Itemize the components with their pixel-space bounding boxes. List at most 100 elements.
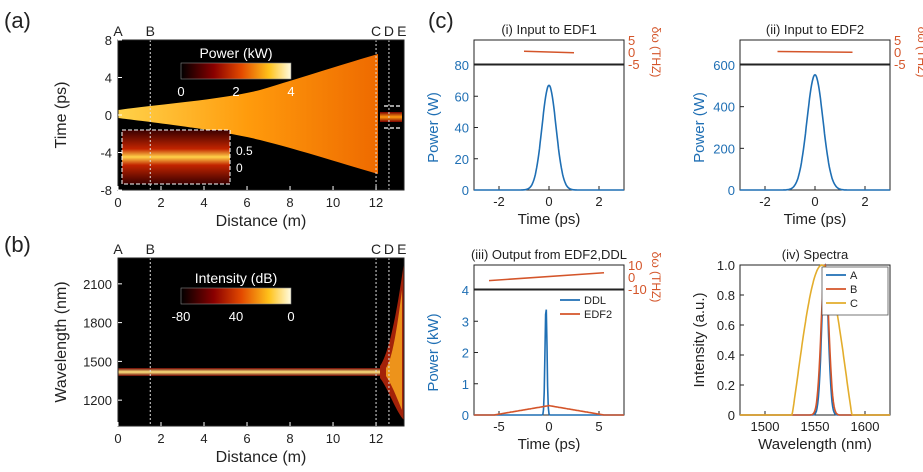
marker-label-D: D xyxy=(384,23,394,39)
y-axis-label: Time (ps) xyxy=(53,82,70,149)
subplot-title: (iv) Spectra xyxy=(782,247,849,262)
legend-label: DDL xyxy=(584,295,606,307)
y-tick-label: 1 xyxy=(462,377,469,392)
colorbar-power xyxy=(180,62,292,80)
marker-label-E: E xyxy=(397,23,406,39)
y-tick-label: 0 xyxy=(462,183,469,198)
panel-b-frame xyxy=(117,257,405,427)
spectrum-broadening-core xyxy=(386,290,402,410)
x-tick-label: -5 xyxy=(493,419,505,434)
x-tick-label: 10 xyxy=(326,195,340,210)
x-tick-label: 0 xyxy=(114,195,121,210)
y-tick-label: 1.0 xyxy=(717,258,735,273)
series-C-line xyxy=(740,264,890,416)
y-tick-label: 4 xyxy=(462,283,469,298)
colorbar-intensity-tick-0: -80 xyxy=(172,309,191,324)
y-tick-label: 0.6 xyxy=(717,318,735,333)
x-tick-label: 0 xyxy=(545,419,552,434)
x-axis-label: Distance (m) xyxy=(216,449,307,466)
marker-label-A: A xyxy=(113,241,123,257)
phase-frame xyxy=(473,264,625,290)
panel-c-iv: (iv) Spectra 1500 1550 1600 0 0.2 0.4 0.6 0.8 1.0… xyxy=(691,247,891,453)
right-tick-label: 10 xyxy=(628,258,642,273)
panel-b-background xyxy=(118,258,404,426)
x-tick-label: 12 xyxy=(369,195,383,210)
x-tick-label: 10 xyxy=(326,431,340,446)
y-tick-label: 0 xyxy=(728,408,735,423)
right-tick-label: 0 xyxy=(894,45,901,60)
y-tick-label: 2100 xyxy=(83,277,112,292)
x-tick-label: 4 xyxy=(200,195,207,210)
panel-c-ii: (ii) Input to EDF2 -2 0 2 0 200 400 600 Time (ps… xyxy=(691,22,923,228)
colorbar-intensity-tick-1: 40 xyxy=(229,309,243,324)
x-tick-label: 0 xyxy=(545,194,552,209)
x-tick-label: 6 xyxy=(243,195,250,210)
legend-label: C xyxy=(850,298,858,310)
right-tick-label: -10 xyxy=(628,282,647,297)
legend-label: A xyxy=(850,270,858,282)
marker-label-E: E xyxy=(397,241,406,257)
x-tick-label: 5 xyxy=(595,419,602,434)
x-axis-label: Time (ps) xyxy=(784,211,847,228)
colorbar-power-tick-1: 2 xyxy=(232,84,239,99)
y-tick-label: 40 xyxy=(455,121,469,136)
y-tick-label: 60 xyxy=(455,89,469,104)
marker-label-C: C xyxy=(371,23,381,39)
x-tick-label: 2 xyxy=(861,194,868,209)
series-gauss-line xyxy=(474,84,624,191)
colorbar-power-tick-0: 0 xyxy=(177,84,184,99)
pulse-evolution xyxy=(118,54,378,174)
x-tick-label: 1500 xyxy=(751,419,780,434)
panel-label-c: (c) xyxy=(428,8,454,33)
y-tick-label: 4 xyxy=(105,71,112,86)
phase-curve xyxy=(488,272,605,282)
subplot-title: (i) Input to EDF1 xyxy=(501,22,596,37)
x-tick-label: 1600 xyxy=(851,419,880,434)
phase-curve xyxy=(523,50,575,54)
x-tick-label: 0 xyxy=(811,194,818,209)
right-tick-label: 5 xyxy=(628,33,635,48)
right-axis-label: δω (THZ) xyxy=(915,27,923,78)
colorbar-intensity-title: Intensity (dB) xyxy=(195,270,277,286)
legend-label: EDF2 xyxy=(584,309,612,321)
x-tick-label: 2 xyxy=(157,431,164,446)
right-axis-label: δω (THZ) xyxy=(649,252,663,303)
x-axis-label: Time (ps) xyxy=(518,436,581,453)
y-tick-label: 600 xyxy=(713,58,735,73)
y-tick-label: 0 xyxy=(105,108,112,123)
marker-label-B: B xyxy=(146,241,155,257)
y-tick-label: 3 xyxy=(462,314,469,329)
right-tick-label: -5 xyxy=(894,57,906,72)
right-axis-label: δω (THZ) xyxy=(649,27,663,78)
compressed-pulse xyxy=(380,112,402,122)
y-tick-label: 1500 xyxy=(83,354,112,369)
colorbar-intensity-tick-2: 0 xyxy=(287,309,294,324)
panel-label-a: (a) xyxy=(4,8,31,33)
x-axis-label: Distance (m) xyxy=(216,213,307,230)
subplot-title: (ii) Input to EDF2 xyxy=(766,22,864,37)
y-tick-label: 2 xyxy=(462,346,469,361)
x-tick-label: 2 xyxy=(595,194,602,209)
y-tick-label: 8 xyxy=(105,33,112,48)
right-tick-label: 0 xyxy=(628,45,635,60)
x-tick-label: 12 xyxy=(369,431,383,446)
x-tick-label: 8 xyxy=(286,431,293,446)
x-tick-label: 2 xyxy=(157,195,164,210)
y-tick-label: 0.4 xyxy=(717,348,735,363)
x-tick-label: 0 xyxy=(114,431,121,446)
y-axis-label: Intensity (a.u.) xyxy=(691,292,708,387)
inset-tick-0: 0.5 xyxy=(236,144,253,158)
y-axis-label: Power (W) xyxy=(425,92,442,163)
marker-label-A: A xyxy=(113,23,123,39)
marker-label-B: B xyxy=(146,23,155,39)
y-tick-label: 0.2 xyxy=(717,378,735,393)
y-axis-label: Power (W) xyxy=(691,92,708,163)
colorbar-power-title: Power (kW) xyxy=(199,45,272,61)
y-axis-label: Wavelength (nm) xyxy=(53,281,70,402)
right-tick-label: 5 xyxy=(894,33,901,48)
phase-frame xyxy=(473,39,625,65)
colorbar-intensity xyxy=(180,287,292,305)
